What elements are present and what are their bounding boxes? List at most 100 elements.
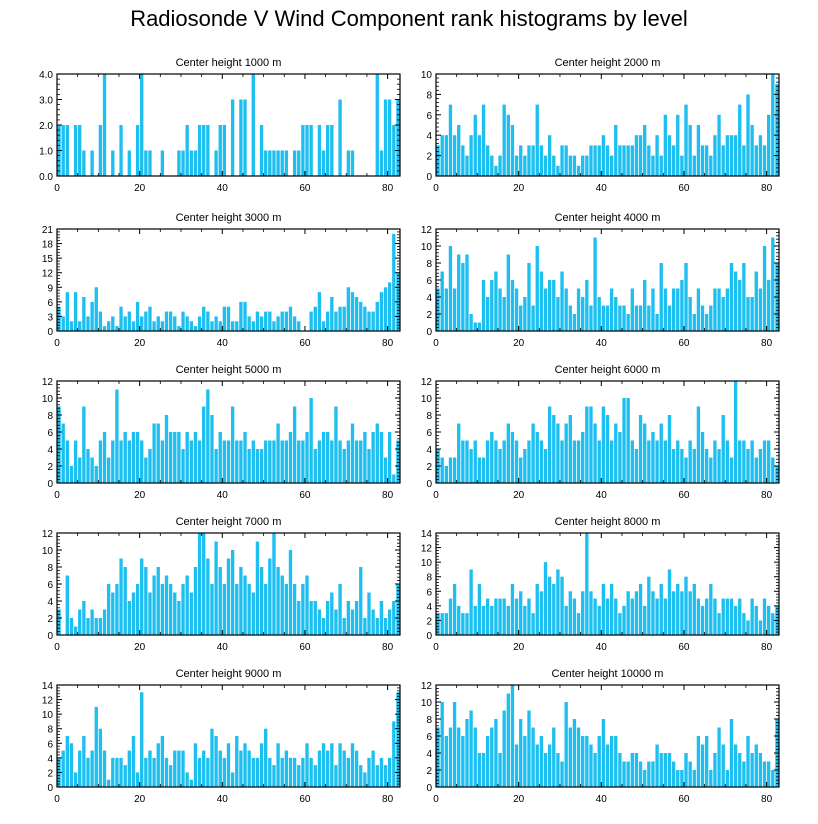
histogram-bar (531, 145, 535, 176)
histogram-bar (243, 575, 247, 635)
histogram-bar (189, 440, 193, 483)
histogram-bar (622, 398, 626, 483)
histogram-bar (614, 598, 618, 635)
x-tick-label: 20 (134, 490, 146, 501)
histogram-bar (494, 598, 498, 635)
histogram-bar (379, 432, 384, 483)
y-tick-label: 4 (47, 445, 53, 456)
histogram-bar (292, 757, 297, 787)
panel-title: Center height 3000 m (176, 212, 282, 224)
histogram-bar (218, 567, 222, 635)
histogram-bar (506, 254, 510, 331)
histogram-bar (371, 609, 375, 635)
histogram-bar (514, 744, 519, 787)
x-tick-label: 60 (678, 183, 690, 194)
y-tick-label: 12 (421, 681, 433, 692)
histogram-bar (354, 440, 359, 483)
histogram-bar (173, 592, 177, 635)
histogram-bar (626, 398, 630, 483)
histogram-bar (309, 757, 313, 787)
histogram-bar (255, 541, 260, 635)
histogram-bar (568, 415, 572, 483)
histogram-bar (746, 297, 750, 331)
panel-title: Center height 2000 m (555, 57, 661, 69)
histogram-bar (268, 757, 272, 787)
histogram-bar (535, 584, 539, 635)
histogram-bar (643, 125, 647, 176)
histogram-bar (717, 114, 721, 176)
x-tick-label: 20 (513, 183, 525, 194)
histogram-bar (86, 316, 90, 331)
histogram-bar (102, 432, 107, 483)
histogram-bar (452, 702, 457, 787)
histogram-bar (605, 744, 610, 787)
histogram-bar (317, 292, 322, 331)
histogram-bar (457, 254, 461, 331)
histogram-bar (111, 316, 115, 331)
histogram-bar (69, 618, 74, 635)
histogram-bar (647, 761, 651, 787)
figure-title: Radiosonde V Wind Component rank histogr… (130, 6, 688, 31)
histogram-bar (119, 440, 123, 483)
histogram-bar (498, 449, 502, 483)
histogram-bar (622, 145, 626, 176)
histogram-bar (379, 292, 384, 331)
histogram-bar (106, 321, 111, 331)
histogram-bar (762, 145, 767, 176)
x-tick-label: 60 (678, 794, 690, 805)
histogram-bar (388, 99, 392, 176)
histogram-bar (440, 613, 444, 635)
x-tick-label: 80 (761, 183, 773, 194)
histogram-bar (775, 466, 779, 483)
y-tick-label: 0 (426, 172, 432, 183)
histogram-bar (181, 449, 185, 483)
histogram-bar (222, 757, 227, 787)
histogram-bar (326, 432, 330, 483)
x-tick-label: 80 (761, 642, 773, 653)
histogram-bar (61, 750, 65, 787)
histogram-bar (638, 761, 643, 787)
histogram-bar (383, 287, 388, 331)
histogram-bar (309, 125, 313, 176)
histogram-bar (102, 609, 107, 635)
histogram-bar (292, 150, 297, 176)
histogram-bar (144, 311, 148, 331)
y-tick-label: 12 (42, 696, 54, 707)
histogram-bar (239, 301, 243, 331)
histogram-bar (643, 605, 647, 635)
histogram-bar (634, 753, 639, 787)
histogram-bar (354, 750, 359, 787)
y-tick-label: 0 (426, 479, 432, 490)
histogram-bar (371, 750, 375, 787)
histogram-bar (177, 432, 181, 483)
histogram-bar (721, 297, 725, 331)
histogram-bar (490, 605, 494, 635)
histogram-bar (647, 305, 651, 331)
histogram-panel: Center height 10000 m 0 2 4 6 8 10 12 0 20 40 60 80 (421, 668, 780, 805)
histogram-bar (692, 449, 696, 483)
x-tick-label: 0 (433, 642, 439, 653)
histogram-bar (255, 311, 260, 331)
histogram-bar (288, 757, 293, 787)
histogram-bar (78, 321, 82, 331)
x-tick-label: 40 (217, 183, 229, 194)
histogram-bar (605, 145, 610, 176)
histogram-bar (572, 440, 577, 483)
histogram-bar (680, 770, 684, 787)
histogram-bar (259, 449, 264, 483)
histogram-bar (69, 466, 74, 483)
histogram-bar (111, 757, 115, 787)
histogram-bar (618, 305, 622, 331)
histogram-bar (284, 750, 289, 787)
histogram-panel: Center height 7000 m 0 2 4 6 8 10 12 0 20 40 60 80 (42, 516, 401, 653)
histogram-bar (338, 99, 342, 176)
histogram-bar (131, 321, 136, 331)
histogram-bar (626, 761, 630, 787)
histogram-bar (671, 449, 676, 483)
histogram-bar (667, 305, 672, 331)
histogram-bar (601, 406, 606, 483)
histogram-bar (436, 145, 440, 176)
histogram-bar (576, 613, 581, 635)
histogram-bar (106, 457, 111, 483)
